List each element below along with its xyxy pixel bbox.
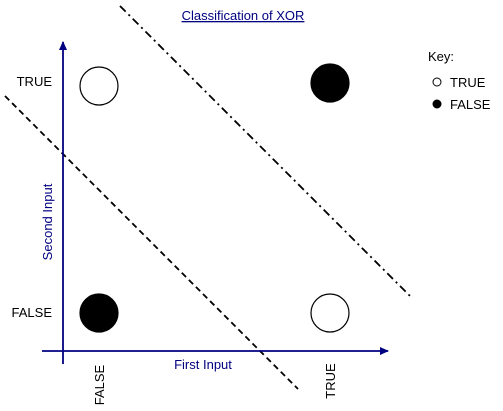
y-tick-label-false: FALSE — [12, 305, 53, 320]
key-true-marker — [432, 77, 442, 87]
point-false-true — [79, 66, 119, 106]
diagram-title: Classification of XOR — [182, 8, 305, 23]
x-axis-label: First Input — [174, 357, 232, 372]
boundary-line-lower — [4, 95, 299, 390]
x-tick-label-true: TRUE — [323, 363, 338, 399]
y-tick-label-true: TRUE — [17, 74, 53, 89]
x-tick-label-false: FALSE — [92, 364, 107, 405]
point-false-false — [79, 293, 119, 333]
point-true-true — [310, 63, 350, 103]
boundary-line-upper — [119, 5, 413, 299]
point-true-false — [310, 293, 350, 333]
key-false-marker — [432, 99, 442, 109]
key-title: Key: — [428, 49, 454, 64]
y-axis-label: Second Input — [40, 183, 55, 260]
key-true-label: TRUE — [450, 75, 486, 90]
key-false-label: FALSE — [450, 97, 491, 112]
